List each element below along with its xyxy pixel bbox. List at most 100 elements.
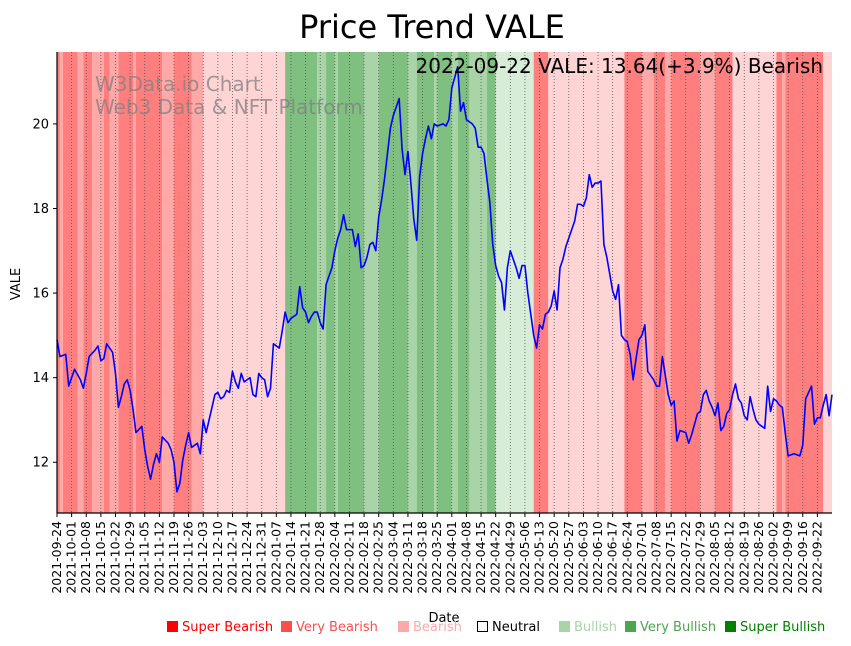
x-tick-label: 2022-08-12 (722, 521, 737, 594)
x-tick-label: 2022-03-25 (429, 521, 444, 594)
legend-swatch (167, 621, 178, 632)
x-tick-label: 2021-09-24 (49, 521, 64, 594)
x-tick-label: 2022-03-04 (385, 521, 400, 594)
x-axis-ticks: 2021-09-24 2021-10-01 2021-10-08 2021-10-15… (49, 513, 824, 594)
band-bearish (641, 52, 654, 513)
x-tick-label: 2022-02-04 (327, 521, 342, 594)
x-tick-label: 2021-10-01 (64, 521, 79, 594)
legend-swatch (625, 621, 636, 632)
x-tick-label: 2022-02-25 (371, 521, 386, 594)
x-tick-label: 2022-08-26 (751, 521, 766, 594)
sentiment-bands (57, 52, 832, 513)
x-tick-label: 2022-04-08 (458, 521, 473, 594)
band-very_bearish (776, 52, 783, 513)
x-tick-label: 2022-05-06 (517, 521, 532, 594)
x-tick-label: 2022-01-14 (283, 521, 298, 594)
legend-item: Bearish (398, 620, 462, 635)
legend-item: Very Bearish (281, 620, 378, 635)
band-bearish (77, 52, 84, 513)
legend-label: Neutral (492, 620, 540, 635)
x-tick-label: 2021-10-08 (78, 521, 93, 594)
y-axis-ticks: 12 14 16 18 20 (32, 117, 57, 471)
axes (56, 52, 832, 514)
x-tick-label: 2021-12-24 (239, 521, 254, 594)
y-axis-label: VALE (9, 268, 24, 300)
x-tick-label: 2022-05-27 (561, 521, 576, 594)
band-bearish (782, 52, 786, 513)
x-tick-label: 2022-03-11 (400, 521, 415, 594)
x-tick-label: 2022-06-24 (619, 521, 634, 594)
legend-label: Very Bearish (296, 620, 378, 635)
x-tick-label: 2022-08-19 (736, 521, 751, 594)
x-tick-label: 2021-11-12 (151, 521, 166, 594)
y-tick-label: 12 (32, 456, 49, 471)
band-bearish (109, 52, 119, 513)
band-very_bearish (118, 52, 134, 513)
band-very_bullish (326, 52, 335, 513)
x-tick-label: 2022-05-20 (546, 521, 561, 594)
legend-item: Bullish (559, 620, 617, 635)
legend-label: Super Bearish (182, 620, 274, 635)
legend-item: Super Bullish (725, 620, 825, 635)
x-tick-label: 2021-10-22 (107, 521, 122, 594)
x-tick-label: 2022-03-18 (415, 521, 430, 594)
x-tick-label: 2021-10-29 (122, 521, 137, 594)
x-tick-label: 2021-12-03 (195, 521, 210, 594)
legend-swatch (281, 621, 292, 632)
band-very_bearish (785, 52, 824, 513)
band-bearish (92, 52, 104, 513)
price-line-layer (56, 66, 833, 493)
y-tick-label: 16 (32, 287, 49, 302)
band-very_bearish (715, 52, 733, 513)
band-very_bearish (135, 52, 163, 513)
band-bullish (434, 52, 438, 513)
x-tick-label: 2022-06-17 (605, 521, 620, 594)
chart-title: Price Trend VALE (299, 8, 565, 46)
band-light_bearish (823, 52, 832, 513)
y-tick-label: 14 (32, 371, 49, 386)
legend-label: Bullish (574, 620, 618, 635)
watermark-line-1: W3Data.io Chart (95, 72, 261, 96)
band-very_bearish (103, 52, 110, 513)
band-very_bullish (457, 52, 470, 513)
x-tick-label: 2021-11-05 (137, 521, 152, 594)
x-tick-label: 2022-09-09 (780, 521, 795, 594)
band-bearish (59, 52, 63, 513)
x-tick-label: 2022-04-15 (473, 521, 488, 594)
y-tick-label: 18 (32, 202, 49, 217)
legend-item: Very Bullish (625, 620, 716, 635)
band-very_bearish (533, 52, 549, 513)
band-very_bearish (653, 52, 666, 513)
x-tick-label: 2022-07-08 (649, 521, 664, 594)
x-tick-label: 2022-07-29 (692, 521, 707, 594)
x-tick-label: 2022-07-01 (634, 521, 649, 594)
band-bearish (191, 52, 204, 513)
legend-label: Bearish (413, 620, 462, 635)
x-tick-label: 2022-09-02 (766, 521, 781, 594)
x-tick-label: 2022-06-03 (575, 521, 590, 594)
band-light_bearish (203, 52, 286, 513)
band-bearish (665, 52, 672, 513)
price-annotation: 2022-09-22 VALE: 13.64(+3.9%) Bearish (416, 54, 824, 78)
band-bullish (451, 52, 458, 513)
x-tick-label: 2021-11-19 (166, 521, 181, 594)
x-tick-label: 2021-12-31 (254, 521, 269, 594)
x-tick-label: 2022-09-22 (809, 521, 824, 594)
band-very_bullish (285, 52, 318, 513)
legend-swatch (725, 621, 736, 632)
x-tick-label: 2022-09-16 (795, 521, 810, 594)
band-very_bearish (173, 52, 192, 513)
band-very_bearish (57, 52, 60, 513)
x-tick-label: 2022-07-22 (678, 521, 693, 594)
x-tick-label: 2022-01-07 (268, 521, 283, 594)
band-bullish (469, 52, 487, 513)
legend-item: Super Bearish (167, 620, 273, 635)
x-tick-label: 2022-02-18 (356, 521, 371, 594)
band-bullish (364, 52, 379, 513)
band-bearish (133, 52, 136, 513)
watermark-line-2: Web3 Data & NFT Platform (95, 95, 363, 119)
x-tick-label: 2022-02-11 (341, 521, 356, 594)
legend-label: Very Bullish (640, 620, 717, 635)
band-very_bearish (62, 52, 78, 513)
band-very_bullish (486, 52, 496, 513)
